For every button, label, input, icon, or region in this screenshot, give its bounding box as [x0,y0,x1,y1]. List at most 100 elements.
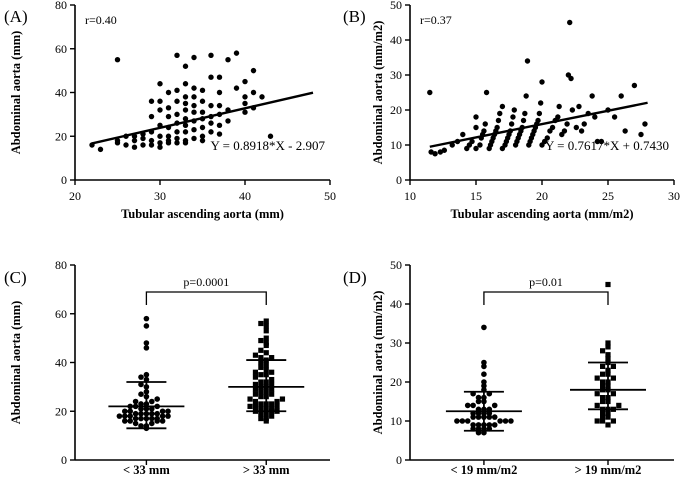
data-point [605,340,611,346]
scatter-point [191,94,197,100]
data-point [263,335,269,341]
scatter-point [589,93,595,99]
data-point [594,375,600,381]
x-tick-label: 30 [154,189,166,203]
scatter-point [250,89,257,96]
data-point [263,411,269,417]
data-point [258,379,264,385]
data-point [269,413,275,419]
scatter-point [611,114,618,120]
scatter-point [97,146,104,153]
data-point [138,423,144,429]
y-tick-label: 20 [390,103,402,117]
scatter-point [642,121,648,127]
scatter-point [537,100,544,106]
scatter-point [191,109,197,115]
regression-line [91,91,314,145]
scatter-point [539,79,545,85]
data-point [258,355,264,361]
scatter-point [148,113,155,120]
data-point [600,379,606,385]
scatter-point [191,135,197,142]
scatter-point [544,135,550,141]
scatter-point [561,128,568,134]
data-point [263,318,269,324]
data-point [138,374,144,380]
scatter-point [233,85,240,91]
r-value: r=0.37 [420,13,452,27]
scatter-point [208,74,214,80]
x-tick-label: 50 [324,189,336,203]
scatter-point [174,52,180,59]
data-point [149,398,155,405]
y-tick-label: 80 [55,0,67,12]
scatter-point [157,81,163,87]
data-point [269,401,275,407]
scatter-point [242,78,248,85]
scatter-point [523,93,529,99]
data-point [610,363,616,369]
y-axis-label: Abdominal aorta (mm) [9,301,23,425]
data-point [132,420,139,427]
x-tick-label: 30 [668,189,680,203]
data-point [116,413,123,419]
scatter-point [469,138,475,145]
scatter-point [165,137,172,144]
scatter-point [631,82,638,89]
data-point [274,398,280,405]
data-point [600,395,606,401]
data-point [252,403,259,409]
scatter-point [499,103,506,110]
panel-d: 0 10 20 30 40 50 (D) Abdominal aorta (mm/m2) < 1… [343,258,674,477]
scatter-point [569,107,576,113]
scatter-point [191,85,197,91]
scatter-point [564,121,570,127]
scatter-point [581,121,587,127]
panel-c: 0 20 40 60 80 (C) Abdominal aorta (mm) < 33 mm >… [4,258,330,477]
y-tick-label: 60 [55,307,67,321]
data-point [497,418,503,424]
data-point [605,414,611,420]
scatter-point [594,138,601,145]
scatter-point [131,137,138,144]
data-point [274,403,280,409]
data-point [600,410,606,416]
data-point [481,359,487,366]
y-tick-label: 20 [55,404,67,418]
panel-label: (B) [343,7,366,26]
data-point [605,281,611,288]
data-point [258,401,264,407]
x-axis-label: Tubular ascending aorta (mm/m2) [450,207,633,221]
scatter-point [182,140,189,146]
scatter-point [494,124,500,131]
data-point [143,315,150,322]
scatter-point [536,110,543,117]
data-point [165,408,171,415]
scatter-point [225,118,231,124]
data-point [464,418,471,424]
x-tick-label: 20 [536,189,548,203]
data-point [258,411,264,417]
scatter-point [578,128,585,134]
y-tick-label: 30 [390,336,402,350]
data-point [491,402,498,409]
scatter-point [522,110,528,117]
data-point [132,398,139,405]
data-point [138,406,144,412]
data-point [258,359,264,366]
data-point [258,406,264,412]
scatter-point [549,124,556,131]
scatter-point [182,63,189,69]
x-tick-label: 40 [239,189,251,203]
scatter-point [242,94,248,100]
data-point [481,371,487,378]
scatter-point [131,144,138,150]
data-point [594,418,600,424]
scatter-point [182,100,189,107]
scatter-point [508,121,515,127]
y-axis-label: Abdominal aorta (mm) [9,31,23,155]
scatter-point [524,58,531,64]
data-point [138,410,144,417]
